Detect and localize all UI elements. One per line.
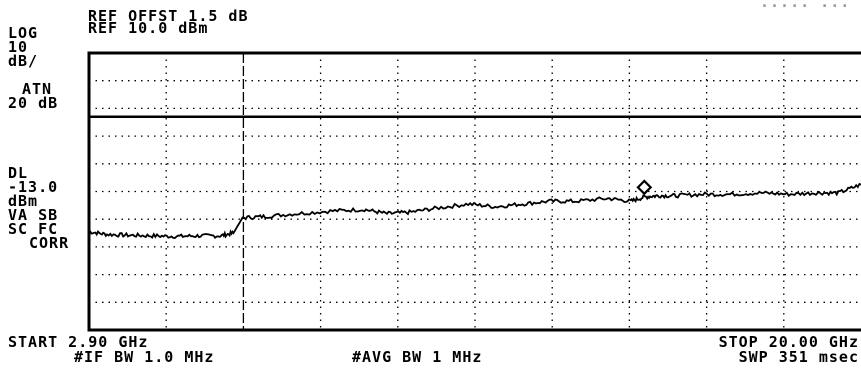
stop-freq-label: STOP 20.00 GHz (718, 333, 859, 351)
va-sb-label: VA SB (8, 206, 59, 224)
spectrum-trace (88, 182, 861, 240)
marker-diamond (636, 179, 653, 196)
scale-unit-label: dB/ (8, 52, 39, 70)
atten-value: 20 dB (8, 94, 59, 112)
corr-label: CORR (29, 234, 70, 252)
dl-label: DL (8, 164, 29, 182)
sc-fc-label: SC FC (8, 220, 59, 238)
top-right-partial-text: ····· ··· (760, 0, 851, 15)
scale-value-label: 10 (8, 38, 29, 56)
scale-mode-label: LOG (8, 24, 39, 42)
sweep-label: SWP 351 msec (738, 348, 859, 366)
atten-label: ATN (22, 80, 53, 98)
dl-value: -13.0 (8, 178, 59, 196)
ref-offset-label: REF OFFST 1.5 dB (88, 7, 249, 25)
if-bw-label: #IF BW 1.0 MHz (74, 348, 215, 366)
dl-unit: dBm (8, 192, 39, 210)
grid (89, 53, 861, 330)
avg-bw-label: #AVG BW 1 MHz (352, 348, 483, 366)
start-freq-label: START 2.90 GHz (8, 333, 149, 351)
ref-level-label: REF 10.0 dBm (88, 19, 209, 37)
